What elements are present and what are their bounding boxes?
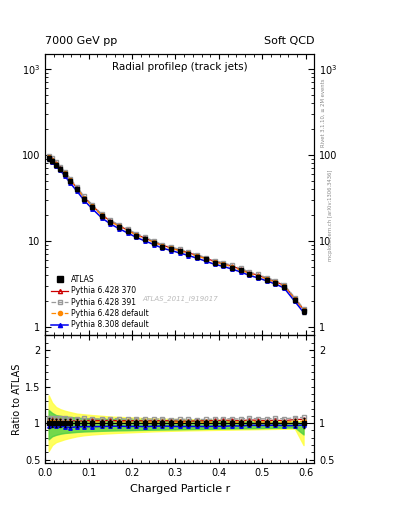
X-axis label: Charged Particle r: Charged Particle r [130,484,230,494]
Text: mcplots.cern.ch [arXiv:1306.3436]: mcplots.cern.ch [arXiv:1306.3436] [328,169,333,261]
Y-axis label: Ratio to ATLAS: Ratio to ATLAS [12,364,22,435]
Text: Radial profileρ (track jets): Radial profileρ (track jets) [112,62,248,72]
Text: 7000 GeV pp: 7000 GeV pp [45,36,118,46]
Text: Soft QCD: Soft QCD [264,36,314,46]
Text: ATLAS_2011_I919017: ATLAS_2011_I919017 [142,295,218,302]
Legend: ATLAS, Pythia 6.428 370, Pythia 6.428 391, Pythia 6.428 default, Pythia 8.308 de: ATLAS, Pythia 6.428 370, Pythia 6.428 39… [49,273,151,332]
Text: Rivet 3.1.10, ≥ 2M events: Rivet 3.1.10, ≥ 2M events [320,78,325,147]
